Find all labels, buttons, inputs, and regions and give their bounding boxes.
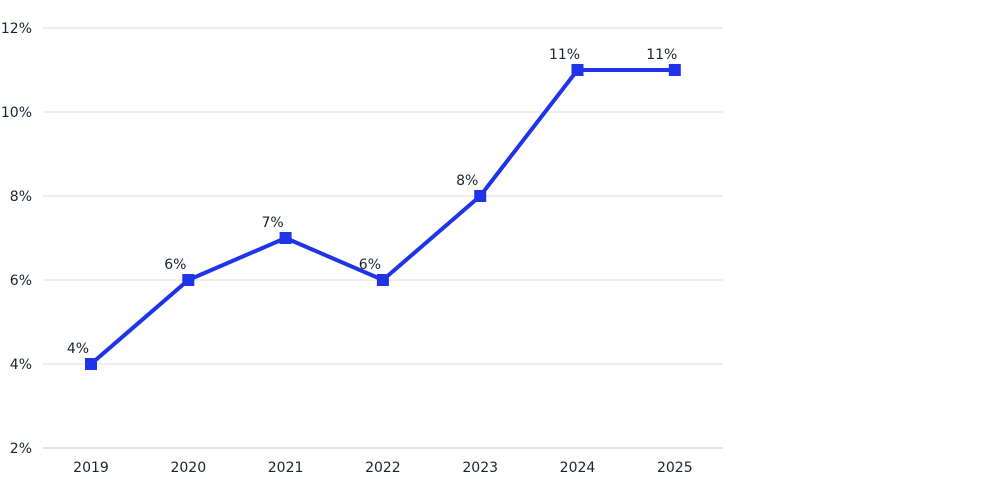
- data-label: 11%: [549, 47, 580, 63]
- data-point-marker: [279, 232, 292, 244]
- y-tick-label: 8%: [10, 189, 32, 205]
- data-point-marker: [474, 190, 487, 202]
- y-tick-label: 6%: [10, 273, 32, 289]
- y-tick-label: 12%: [1, 21, 32, 37]
- x-axis-tick-labels: 2019 2020 2021 2022 2023 2024 2025: [73, 460, 692, 476]
- data-label: 4%: [67, 341, 89, 357]
- data-label: 6%: [164, 257, 186, 273]
- data-labels: 4% 6% 7% 6% 8% 11% 11%: [67, 47, 677, 357]
- data-point-marker: [668, 64, 681, 76]
- x-tick-label: 2024: [560, 460, 596, 476]
- x-tick-label: 2025: [657, 460, 693, 476]
- data-point-marker: [182, 274, 195, 286]
- x-tick-label: 2022: [365, 460, 401, 476]
- gridlines: [43, 27, 723, 449]
- data-label: 11%: [646, 47, 677, 63]
- data-point-marker: [85, 358, 97, 370]
- data-label: 7%: [261, 215, 283, 231]
- y-tick-label: 10%: [1, 105, 32, 121]
- data-label: 8%: [456, 173, 478, 189]
- x-tick-label: 2019: [73, 460, 109, 476]
- x-tick-label: 2021: [268, 460, 304, 476]
- x-tick-label: 2023: [462, 460, 498, 476]
- series-markers: [85, 64, 681, 370]
- data-point-marker: [376, 274, 389, 286]
- data-label: 6%: [359, 257, 381, 273]
- y-tick-label: 4%: [10, 357, 32, 373]
- y-axis-tick-labels: 2% 4% 6% 8% 10% 12%: [1, 21, 32, 457]
- series-line: [89, 68, 675, 366]
- x-tick-label: 2020: [170, 460, 206, 476]
- data-point-marker: [571, 64, 584, 76]
- y-tick-label: 2%: [10, 441, 32, 457]
